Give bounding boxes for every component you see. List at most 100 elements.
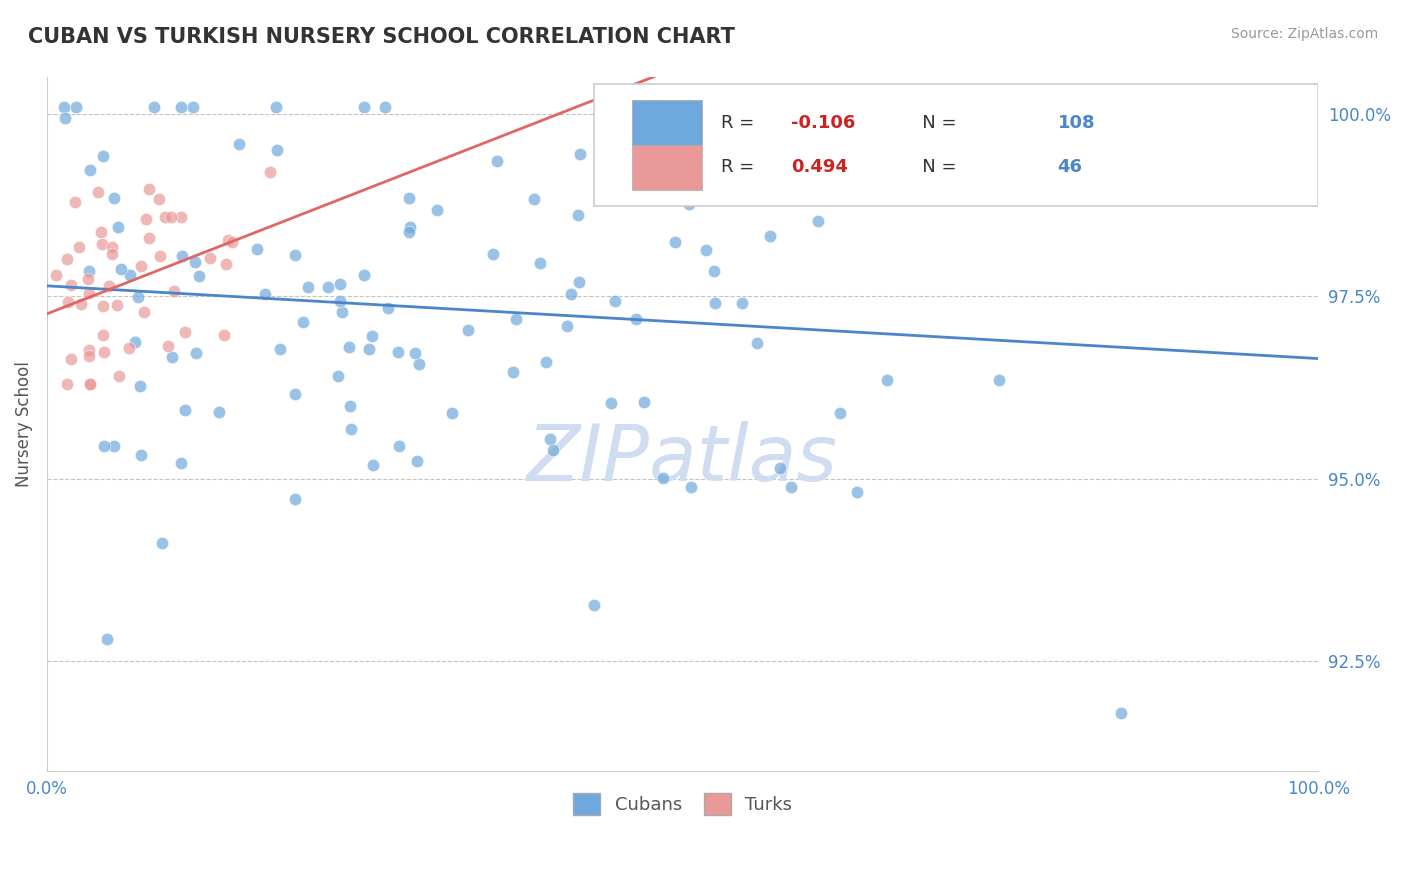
Point xyxy=(173,326,195,340)
Point xyxy=(560,287,582,301)
Point xyxy=(340,422,363,436)
Point xyxy=(839,112,862,126)
Point xyxy=(329,293,352,308)
Point xyxy=(96,632,118,647)
Point xyxy=(228,136,250,151)
Point xyxy=(633,395,655,409)
Point xyxy=(55,252,77,266)
Point xyxy=(353,100,375,114)
Point xyxy=(188,269,211,284)
Point xyxy=(150,536,173,550)
Point xyxy=(481,246,503,260)
Point xyxy=(105,298,128,312)
Point xyxy=(441,406,464,420)
Point xyxy=(103,190,125,204)
Point xyxy=(269,342,291,356)
Point xyxy=(387,344,409,359)
Point xyxy=(486,154,509,169)
Point xyxy=(1109,706,1132,721)
Point xyxy=(339,399,361,413)
Point xyxy=(135,211,157,226)
Point xyxy=(745,335,768,350)
Point xyxy=(124,334,146,349)
Point xyxy=(156,339,179,353)
Text: Source: ZipAtlas.com: Source: ZipAtlas.com xyxy=(1230,27,1378,41)
Point xyxy=(567,275,589,289)
Text: R =: R = xyxy=(721,158,759,177)
Point xyxy=(284,491,307,506)
Text: N =: N = xyxy=(905,114,962,132)
Point xyxy=(254,287,277,301)
Point xyxy=(77,285,100,300)
Point xyxy=(292,314,315,328)
Text: 0.494: 0.494 xyxy=(790,158,848,177)
Point xyxy=(215,257,238,271)
Point xyxy=(59,278,82,293)
Point xyxy=(377,301,399,316)
Point xyxy=(103,439,125,453)
Point xyxy=(398,191,420,205)
Point xyxy=(217,234,239,248)
Point xyxy=(373,100,395,114)
Point xyxy=(337,340,360,354)
Point xyxy=(361,458,384,473)
Point xyxy=(1132,100,1154,114)
Point xyxy=(170,210,193,224)
Point xyxy=(183,100,205,114)
Point xyxy=(91,299,114,313)
Point xyxy=(599,396,621,410)
Point xyxy=(107,219,129,234)
Point xyxy=(98,278,121,293)
Point xyxy=(988,373,1011,387)
Point xyxy=(55,376,77,391)
Point xyxy=(143,100,166,114)
Point xyxy=(361,328,384,343)
Point xyxy=(284,248,307,262)
Point xyxy=(173,403,195,417)
Point xyxy=(529,256,551,270)
Point xyxy=(110,261,132,276)
Point xyxy=(170,100,193,114)
Point xyxy=(695,244,717,258)
Text: -0.106: -0.106 xyxy=(790,114,855,132)
Point xyxy=(129,449,152,463)
Text: N =: N = xyxy=(905,158,962,177)
Point xyxy=(163,284,186,298)
Point xyxy=(731,296,754,310)
Point xyxy=(284,386,307,401)
Text: ZIPatlas: ZIPatlas xyxy=(527,421,838,497)
Point xyxy=(138,231,160,245)
Point xyxy=(60,352,83,367)
Point xyxy=(457,323,479,337)
Point xyxy=(266,144,288,158)
Point xyxy=(828,406,851,420)
Point xyxy=(79,376,101,391)
Point xyxy=(91,149,114,163)
Point xyxy=(198,251,221,265)
Point xyxy=(703,263,725,277)
Text: CUBAN VS TURKISH NURSERY SCHOOL CORRELATION CHART: CUBAN VS TURKISH NURSERY SCHOOL CORRELAT… xyxy=(28,27,735,46)
Point xyxy=(846,484,869,499)
Point xyxy=(329,277,352,291)
Point xyxy=(208,405,231,419)
Point xyxy=(664,235,686,249)
Point xyxy=(538,432,561,446)
Point xyxy=(404,345,426,359)
Point xyxy=(63,194,86,209)
Point xyxy=(118,341,141,355)
Point xyxy=(221,235,243,250)
Point xyxy=(134,305,156,319)
Point xyxy=(79,376,101,391)
Point xyxy=(77,271,100,285)
Point xyxy=(246,242,269,256)
Point xyxy=(523,192,546,206)
Text: R =: R = xyxy=(721,114,759,132)
Point xyxy=(357,342,380,356)
Point xyxy=(568,147,591,161)
FancyBboxPatch shape xyxy=(631,145,702,190)
Point xyxy=(58,295,80,310)
Point xyxy=(502,365,524,379)
Point xyxy=(603,294,626,309)
Point xyxy=(91,328,114,343)
Point xyxy=(807,213,830,227)
